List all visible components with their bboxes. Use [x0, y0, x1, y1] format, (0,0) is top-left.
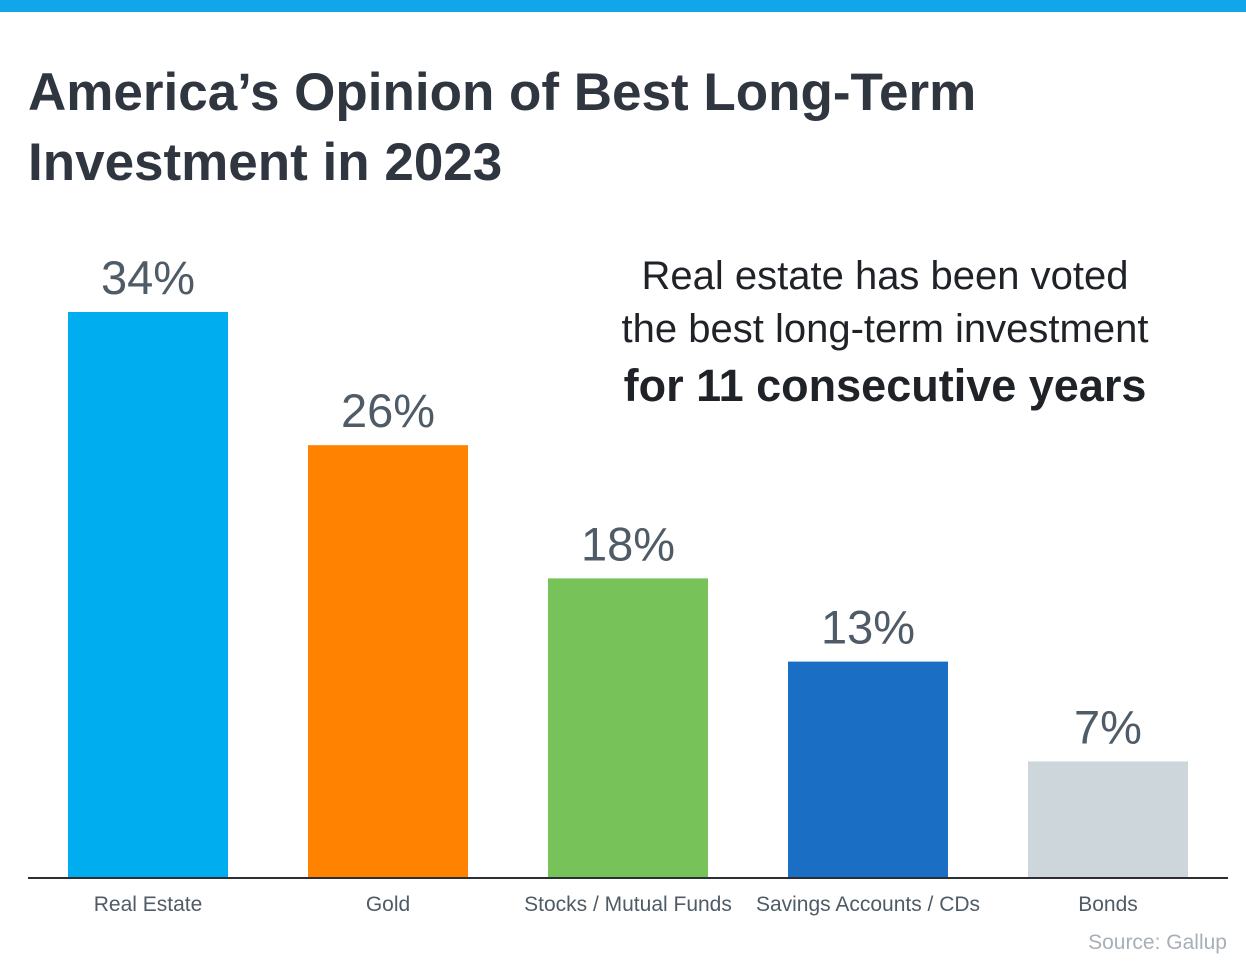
callout-line-2: the best long-term investment — [621, 307, 1149, 351]
top-accent-bar — [0, 0, 1246, 12]
chart-title-line-1: America’s Opinion of Best Long-Term — [28, 63, 977, 122]
bar-savings-accounts-cds — [788, 661, 948, 878]
value-label: 26% — [341, 384, 435, 437]
value-label: 7% — [1074, 700, 1142, 753]
callout-text: Real estate has been voted the best long… — [560, 250, 1210, 416]
value-labels-group: 34% 26% 18% 13% 7% — [101, 251, 1142, 753]
category-label: Bonds — [1078, 893, 1138, 916]
value-label: 13% — [821, 601, 915, 654]
bars-group — [68, 312, 1188, 878]
bar-gold — [308, 445, 468, 878]
category-label: Stocks / Mutual Funds — [524, 893, 732, 916]
callout-line-1: Real estate has been voted — [641, 254, 1129, 298]
callout-line-3: for 11 consecutive years — [623, 360, 1147, 411]
category-label: Real Estate — [94, 893, 203, 916]
category-label: Savings Accounts / CDs — [756, 893, 980, 916]
value-label: 18% — [581, 517, 675, 570]
bar-real-estate — [68, 312, 228, 878]
bar-bonds — [1028, 761, 1188, 878]
chart-title: America’s Opinion of Best Long-Term Inve… — [28, 58, 1178, 198]
bar-stocks-mutual-funds — [548, 578, 708, 878]
value-label: 34% — [101, 251, 195, 304]
chart-title-line-2: Investment in 2023 — [28, 133, 503, 192]
source-note: Source: Gallup — [1088, 931, 1227, 954]
category-label: Gold — [366, 893, 410, 916]
category-labels-group: Real Estate Gold Stocks / Mutual Funds Savi… — [94, 893, 1138, 916]
